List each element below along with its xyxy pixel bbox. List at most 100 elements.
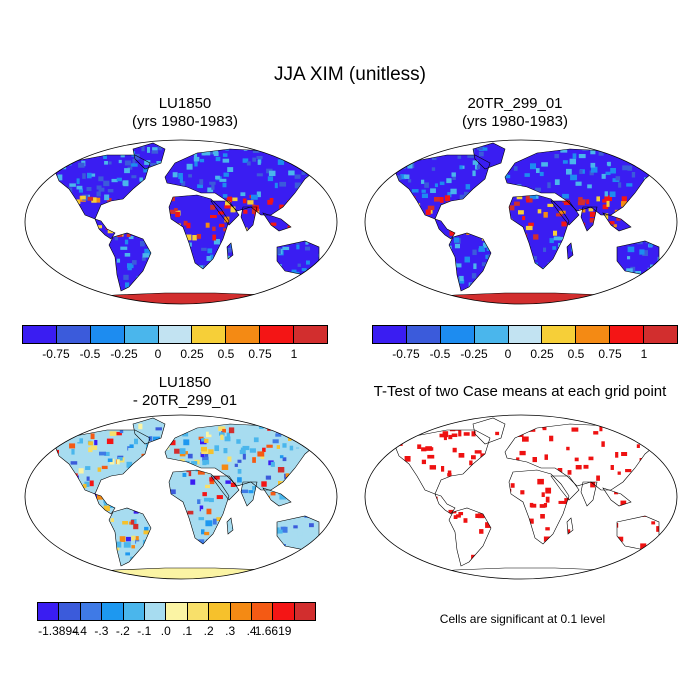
colorbar-label: 0 xyxy=(154,347,162,361)
map-difference xyxy=(24,414,338,580)
colorbar-swatch xyxy=(251,603,274,620)
colorbar-swatch xyxy=(576,326,611,343)
land-africa xyxy=(169,195,229,269)
colorbar-top-left xyxy=(22,325,328,344)
panel-title-ttest: T-Test of two Case means at each grid po… xyxy=(355,383,685,401)
colorbar-label: .0 xyxy=(160,624,171,638)
land-seasia xyxy=(263,488,291,506)
panel-title-20tr: 20TR_299_01 (yrs 1980-1983) xyxy=(370,95,660,131)
map-lu1850 xyxy=(24,139,338,305)
colorbar-label: -0.75 xyxy=(42,347,70,361)
colorbar-swatch xyxy=(230,603,252,620)
map-ttest xyxy=(364,414,678,580)
colorbar-swatch xyxy=(56,326,91,343)
colorbar-swatch xyxy=(158,326,193,343)
colorbar-label: 1 xyxy=(290,347,298,361)
colorbar-swatch xyxy=(260,326,295,343)
panel-title-line2: (yrs 1980-1983) xyxy=(462,113,568,130)
colorbar-label: -.4 xyxy=(72,624,87,638)
land-centralam xyxy=(95,219,115,239)
colorbar-label: 0.25 xyxy=(530,347,554,361)
map-border xyxy=(24,414,338,580)
colorbar-bottom xyxy=(37,602,316,621)
colorbar-swatch xyxy=(406,326,441,343)
colorbar-swatch xyxy=(166,603,188,620)
colorbar-swatch xyxy=(209,603,231,620)
colorbar-swatch xyxy=(102,603,124,620)
colorbar-label: 1 xyxy=(640,347,648,361)
land-greenland xyxy=(473,418,505,444)
colorbar-swatch xyxy=(90,326,125,343)
colorbar-label: 0 xyxy=(504,347,512,361)
colorbar-swatch xyxy=(124,326,159,343)
colorbar-label: 0.5 xyxy=(217,347,235,361)
land-australia xyxy=(617,516,659,550)
colorbar-swatch xyxy=(226,326,261,343)
colorbar-swatch xyxy=(508,326,543,343)
panel-title-line1: LU1850 xyxy=(158,374,212,391)
colorbar-swatch xyxy=(440,326,475,343)
colorbar-label: 0.75 xyxy=(248,347,272,361)
colorbar-swatch xyxy=(123,603,145,620)
colorbar-swatch xyxy=(59,603,81,620)
colorbar-top-right xyxy=(372,325,678,344)
colorbar-labels-bottom: -1.3894 -.4 -.3 -.2 -.1 .0 .1 .2 .3 .4 1.6619 xyxy=(37,624,316,640)
colorbar-label: -0.25 xyxy=(110,347,138,361)
land-samerica xyxy=(109,233,151,291)
colorbar-swatch xyxy=(542,326,577,343)
colorbar-label: -.2 xyxy=(115,624,130,638)
land-africa xyxy=(509,195,569,269)
colorbar-swatch xyxy=(80,603,103,620)
map-border xyxy=(364,414,678,580)
colorbar-label: -.1 xyxy=(137,624,152,638)
colorbar-swatch xyxy=(474,326,509,343)
colorbar-swatch xyxy=(373,326,407,343)
colorbar-label: 0.75 xyxy=(598,347,622,361)
colorbar-label: .1 xyxy=(182,624,193,638)
colorbar-label: 0.25 xyxy=(180,347,204,361)
land-seasia xyxy=(263,213,291,231)
figure-title: JJA XIM (unitless) xyxy=(273,64,427,85)
colorbar-label: 1.6619 xyxy=(254,624,292,638)
map-border xyxy=(24,139,338,305)
significance-note: Cells are significant at 0.1 level xyxy=(439,612,606,626)
map-20tr xyxy=(364,139,678,305)
land-arabia xyxy=(551,476,579,500)
map-border xyxy=(364,139,678,305)
colorbar-swatch xyxy=(273,603,295,620)
colorbar-swatch xyxy=(23,326,57,343)
panel-title-difference: LU1850 - 20TR_299_01 xyxy=(40,374,330,410)
land-africa xyxy=(169,470,229,544)
colorbar-swatch xyxy=(187,603,210,620)
colorbar-swatch xyxy=(644,326,678,343)
colorbar-swatch xyxy=(192,326,227,343)
land-eurasia xyxy=(165,149,317,215)
panel-title-line1: T-Test of two Case means at each grid po… xyxy=(373,383,667,400)
land-namerica xyxy=(395,155,490,219)
panel-title-lu1850: LU1850 (yrs 1980-1983) xyxy=(40,95,330,131)
colorbar-label: -0.5 xyxy=(79,347,101,361)
colorbar-label: -1.3894 xyxy=(38,624,79,638)
land-australia xyxy=(617,241,659,275)
colorbar-swatch xyxy=(144,603,167,620)
panel-title-line2: - 20TR_299_01 xyxy=(132,392,238,409)
panel-title-line1: 20TR_299_01 xyxy=(467,95,563,112)
colorbar-label: -0.75 xyxy=(392,347,420,361)
land-seasia xyxy=(603,213,631,231)
colorbar-label: .4 xyxy=(246,624,257,638)
colorbar-swatch xyxy=(294,326,328,343)
panel-title-line1: LU1850 xyxy=(158,95,212,112)
colorbar-swatch xyxy=(294,603,316,620)
colorbar-label: -.3 xyxy=(94,624,109,638)
colorbar-labels-top-right: -0.75 -0.5 -0.25 0 0.25 0.5 0.75 1 xyxy=(372,347,678,363)
colorbar-label: 0.5 xyxy=(567,347,585,361)
colorbar-label: -0.5 xyxy=(429,347,451,361)
land-africa xyxy=(509,470,569,544)
land-arabia xyxy=(211,476,239,500)
land-centralam xyxy=(435,494,455,514)
panel-title-line2: (yrs 1980-1983) xyxy=(132,113,238,130)
colorbar-labels-top-left: -0.75 -0.5 -0.25 0 0.25 0.5 0.75 1 xyxy=(22,347,328,363)
colorbar-swatch xyxy=(38,603,60,620)
colorbar-label: -0.25 xyxy=(460,347,488,361)
land-samerica xyxy=(449,508,491,566)
